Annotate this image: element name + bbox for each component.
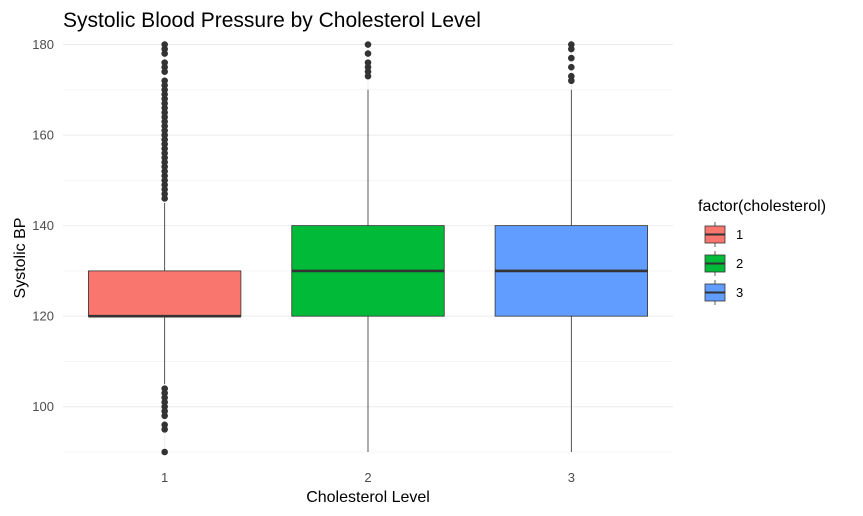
box-group-3 xyxy=(494,41,648,452)
outlier-point xyxy=(161,131,168,139)
outlier-point xyxy=(364,68,372,75)
outlier-point xyxy=(161,50,168,57)
legend-label: 3 xyxy=(736,285,743,300)
outlier-point xyxy=(161,172,168,180)
y-tick-label: 140 xyxy=(32,218,54,233)
legend-item-3: 3 xyxy=(704,280,743,305)
outlier-point xyxy=(161,167,168,175)
outlier-point xyxy=(568,41,575,48)
outlier-point xyxy=(161,186,168,193)
legend-label: 1 xyxy=(736,227,743,242)
legend-label: 2 xyxy=(736,256,743,271)
outlier-point xyxy=(364,41,372,48)
legend-item-2: 2 xyxy=(704,251,743,276)
y-tick-label: 160 xyxy=(32,128,54,143)
outlier-point xyxy=(161,407,168,415)
outlier-point xyxy=(161,68,168,75)
box-group-2 xyxy=(291,41,445,452)
y-tick-label: 180 xyxy=(32,37,54,52)
y-axis-title: Systolic BP xyxy=(12,218,29,299)
y-axis-ticks: 100 120 140 160 180 xyxy=(32,37,54,414)
outlier-point xyxy=(161,412,168,420)
x-tick-label: 2 xyxy=(364,470,371,485)
outlier-point xyxy=(568,45,575,53)
outlier-point xyxy=(161,195,168,202)
x-axis-ticks: 1 2 3 xyxy=(161,470,575,485)
outlier-point xyxy=(161,136,168,143)
outlier-point xyxy=(161,426,168,433)
outlier-point xyxy=(161,145,168,152)
y-tick-label: 120 xyxy=(32,309,54,324)
box-group-1 xyxy=(88,41,242,456)
outlier-point xyxy=(161,181,168,189)
outlier-point xyxy=(161,177,168,184)
y-tick-label: 100 xyxy=(32,399,54,414)
outlier-point xyxy=(161,398,168,406)
outlier-point xyxy=(161,158,168,166)
outlier-point xyxy=(161,95,168,103)
outlier-point xyxy=(161,41,168,48)
outlier-point xyxy=(161,421,168,429)
outlier-point xyxy=(161,113,168,121)
outlier-point xyxy=(161,448,168,456)
outlier-point xyxy=(568,54,575,62)
outlier-point xyxy=(161,104,168,112)
outlier-point xyxy=(568,63,575,71)
outlier-point xyxy=(364,72,372,80)
outlier-point xyxy=(568,72,575,80)
outlier-point xyxy=(161,394,168,401)
outlier-point xyxy=(161,91,168,98)
boxes xyxy=(88,41,648,456)
outlier-point xyxy=(161,127,168,134)
outlier-point xyxy=(161,77,168,85)
outlier-point xyxy=(161,389,168,397)
outlier-point xyxy=(364,50,372,57)
outlier-point xyxy=(161,122,168,130)
outlier-point xyxy=(161,163,168,171)
outlier-point xyxy=(161,190,168,198)
x-tick-label: 3 xyxy=(568,470,575,485)
outlier-point xyxy=(161,149,168,157)
outlier-point xyxy=(568,77,575,85)
outlier-point xyxy=(161,154,168,162)
outlier-point xyxy=(161,81,168,89)
outlier-point xyxy=(161,403,168,411)
chart-title: Systolic Blood Pressure by Cholesterol L… xyxy=(63,9,481,32)
legend-item-1: 1 xyxy=(704,222,743,247)
outlier-point xyxy=(161,86,168,94)
outlier-point xyxy=(161,385,168,392)
outlier-point xyxy=(161,109,168,116)
box xyxy=(88,270,242,317)
outlier-point xyxy=(364,63,372,71)
x-tick-label: 1 xyxy=(161,470,168,485)
outlier-point xyxy=(161,118,168,125)
x-axis-title: Cholesterol Level xyxy=(306,489,430,506)
outlier-point xyxy=(161,100,168,107)
outlier-point xyxy=(161,140,168,148)
outlier-point xyxy=(161,45,168,53)
legend: factor(cholesterol) 1 2 3 xyxy=(698,198,826,305)
legend-title: factor(cholesterol) xyxy=(698,198,826,215)
outlier-point xyxy=(364,59,372,66)
outlier-point xyxy=(161,63,168,71)
outlier-point xyxy=(161,59,168,66)
